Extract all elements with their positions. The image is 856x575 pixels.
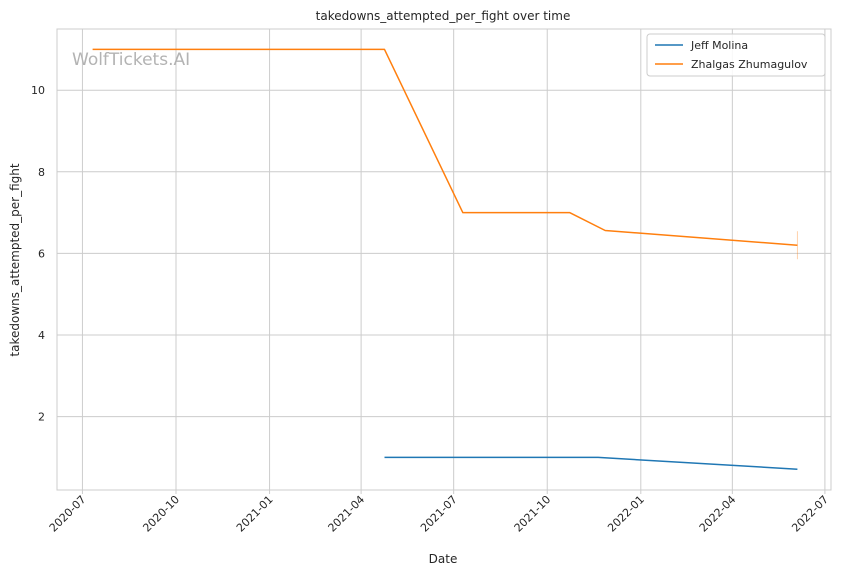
- legend-box: [646, 33, 826, 77]
- x-tick-label: 2021-04: [326, 493, 368, 535]
- series-line: [384, 456, 798, 470]
- y-tick-label: 4: [38, 329, 45, 342]
- y-axis-label: takedowns_attempted_per_fight: [8, 163, 22, 356]
- y-tick-label: 6: [38, 247, 45, 260]
- x-tick-label: 2020-07: [47, 493, 89, 535]
- series-line: [92, 48, 798, 246]
- grid-lines: [57, 29, 831, 490]
- series-lines: [92, 48, 798, 470]
- chart-title: takedowns_attempted_per_fight over time: [316, 9, 571, 23]
- x-tick-label: 2022-07: [789, 493, 831, 535]
- legend-label: Zhalgas Zhumagulov: [691, 58, 808, 71]
- y-axis-ticks: 2 4 6 8 10: [31, 84, 45, 423]
- x-tick-label: 2021-07: [418, 493, 460, 535]
- y-tick-label: 2: [38, 411, 45, 424]
- plot-frame: [56, 28, 832, 491]
- x-tick-label: 2021-10: [512, 493, 554, 535]
- legend-label: Jeff Molina: [690, 39, 748, 52]
- x-tick-label: 2022-04: [697, 493, 739, 535]
- x-axis-ticks: 2020-07 2020-10 2021-01 2021-04 2021-07 2021-…: [47, 490, 831, 535]
- legend: Jeff Molina Zhalgas Zhumagulov: [646, 33, 826, 77]
- y-tick-label: 10: [31, 84, 45, 97]
- x-tick-label: 2021-01: [234, 493, 276, 535]
- y-tick-label: 8: [38, 166, 45, 179]
- watermark: WolfTickets.AI: [72, 50, 190, 70]
- x-tick-label: 2020-10: [140, 493, 182, 535]
- x-tick-label: 2022-01: [605, 493, 647, 535]
- x-axis-label: Date: [429, 552, 458, 566]
